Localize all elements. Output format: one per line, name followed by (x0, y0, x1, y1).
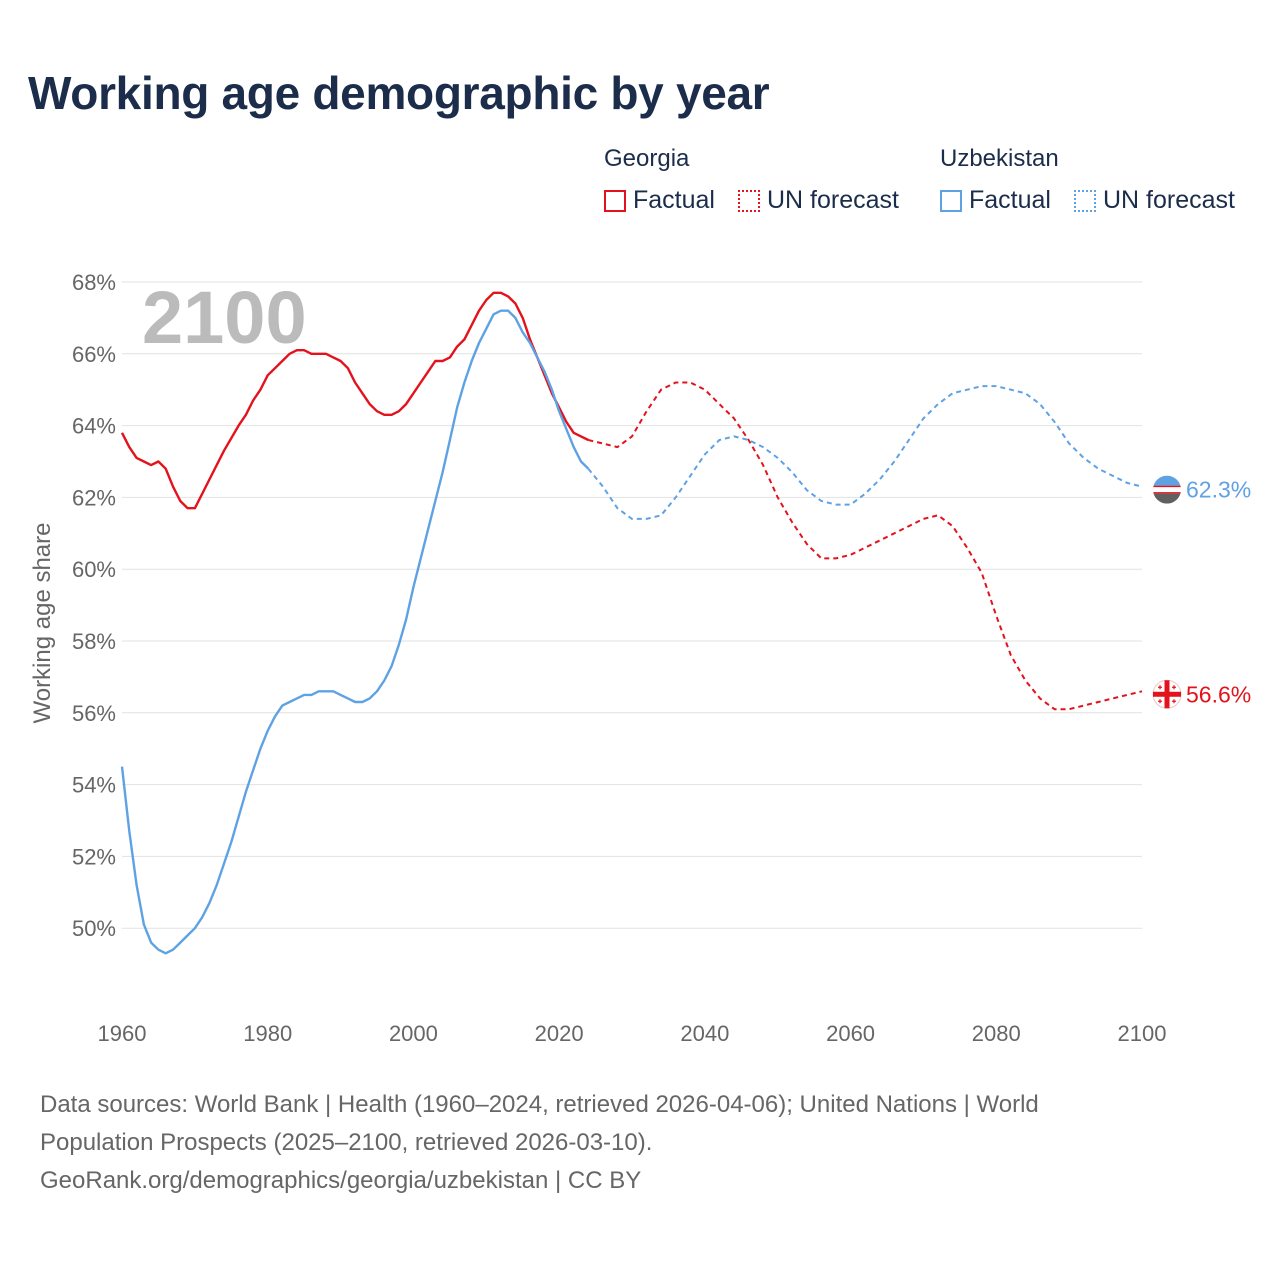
y-tick-label: 62% (72, 485, 116, 510)
uzbekistan-forecast-line (587, 385, 1143, 520)
legend-georgia-factual-swatch (604, 189, 626, 212)
y-tick-label: 68% (72, 270, 116, 295)
x-tick-label: 2000 (389, 1021, 438, 1046)
legend-georgia-factual[interactable]: Factual (604, 186, 715, 215)
legend-uzbekistan-factual-label: Factual (969, 186, 1051, 214)
uzbekistan-factual-line (120, 309, 590, 955)
y-tick-label: 58% (72, 629, 116, 654)
grid-lines (122, 281, 1142, 929)
flag-stripe-red (1153, 485, 1181, 488)
x-tick-label: 2060 (826, 1021, 875, 1046)
chart-title: Working age demographic by year (28, 67, 770, 119)
flag-small-cross (1159, 699, 1161, 704)
y-tick-label: 50% (72, 916, 116, 941)
legend-uzbekistan-forecast-swatch (1074, 189, 1096, 212)
flag-bands (1153, 475, 1181, 504)
georgia-factual-line (120, 291, 589, 510)
legend-georgia-factual-label: Factual (633, 186, 715, 214)
flag-stripe-red (1153, 492, 1181, 494)
x-tick-label: 1980 (243, 1021, 292, 1046)
uzbekistan-flag-icon (1153, 475, 1181, 504)
georgia-forecast-line (588, 381, 1143, 711)
y-axis-label: Working age share (29, 523, 56, 724)
legend-uzbekistan-forecast[interactable]: UN forecast (1074, 186, 1235, 215)
legend-georgia-forecast-label: UN forecast (767, 186, 899, 214)
x-tick-label: 1960 (98, 1021, 147, 1046)
y-tick-label: 66% (72, 342, 116, 367)
line-chart: 2100 50% 52% 54% 56% 58% 60% 62% 64% 66% 68% 1960… (29, 270, 1251, 1046)
source-note: Data sources: World Bank | Health (1960–… (40, 1086, 1220, 1200)
y-tick-label: 60% (72, 557, 116, 582)
flag-band-blue (1153, 475, 1181, 486)
y-tick-label: 64% (72, 414, 116, 439)
source-line-1: Data sources: World Bank | Health (1960–… (40, 1091, 1039, 1118)
x-tick-label: 2020 (535, 1021, 584, 1046)
uzbekistan-end-value: 62.3% (1186, 477, 1251, 503)
flag-small-cross (1173, 685, 1175, 690)
y-tick-label: 56% (72, 701, 116, 726)
y-axis-ticks: 50% 52% 54% 56% 58% 60% 62% 64% 66% 68% (72, 270, 116, 941)
flag-band-dark (1153, 493, 1181, 504)
end-markers: 56.6% 62.3% (1152, 475, 1251, 709)
legend-uzbekistan-heading: Uzbekistan (940, 145, 1059, 172)
x-tick-label: 2100 (1118, 1021, 1167, 1046)
georgia-flag-icon (1152, 679, 1182, 709)
year-watermark: 2100 (142, 276, 307, 359)
flag-cross-vertical (1164, 680, 1170, 709)
legend-georgia-forecast[interactable]: UN forecast (738, 186, 899, 215)
y-tick-label: 54% (72, 773, 116, 798)
source-line-2: Population Prospects (2025–2100, retriev… (40, 1129, 653, 1156)
source-line-3[interactable]: GeoRank.org/demographics/georgia/uzbekis… (40, 1167, 642, 1194)
series-layer (120, 291, 1143, 955)
y-tick-label: 52% (72, 844, 116, 869)
georgia-end-value: 56.6% (1186, 681, 1251, 707)
flag-small-cross (1159, 685, 1161, 690)
legend-uzbekistan-forecast-label: UN forecast (1103, 186, 1235, 214)
x-axis-ticks: 1960 1980 2000 2020 2040 2060 2080 2100 (98, 1021, 1167, 1046)
x-tick-label: 2040 (680, 1021, 729, 1046)
legend-uzbekistan-factual[interactable]: Factual (940, 186, 1051, 215)
x-tick-label: 2080 (972, 1021, 1021, 1046)
legend-georgia-forecast-swatch (738, 189, 760, 212)
legend-georgia-heading: Georgia (604, 145, 690, 172)
legend-uzbekistan-factual-swatch (940, 189, 962, 212)
flag-band-white (1153, 485, 1181, 494)
flag-small-cross (1173, 699, 1175, 704)
